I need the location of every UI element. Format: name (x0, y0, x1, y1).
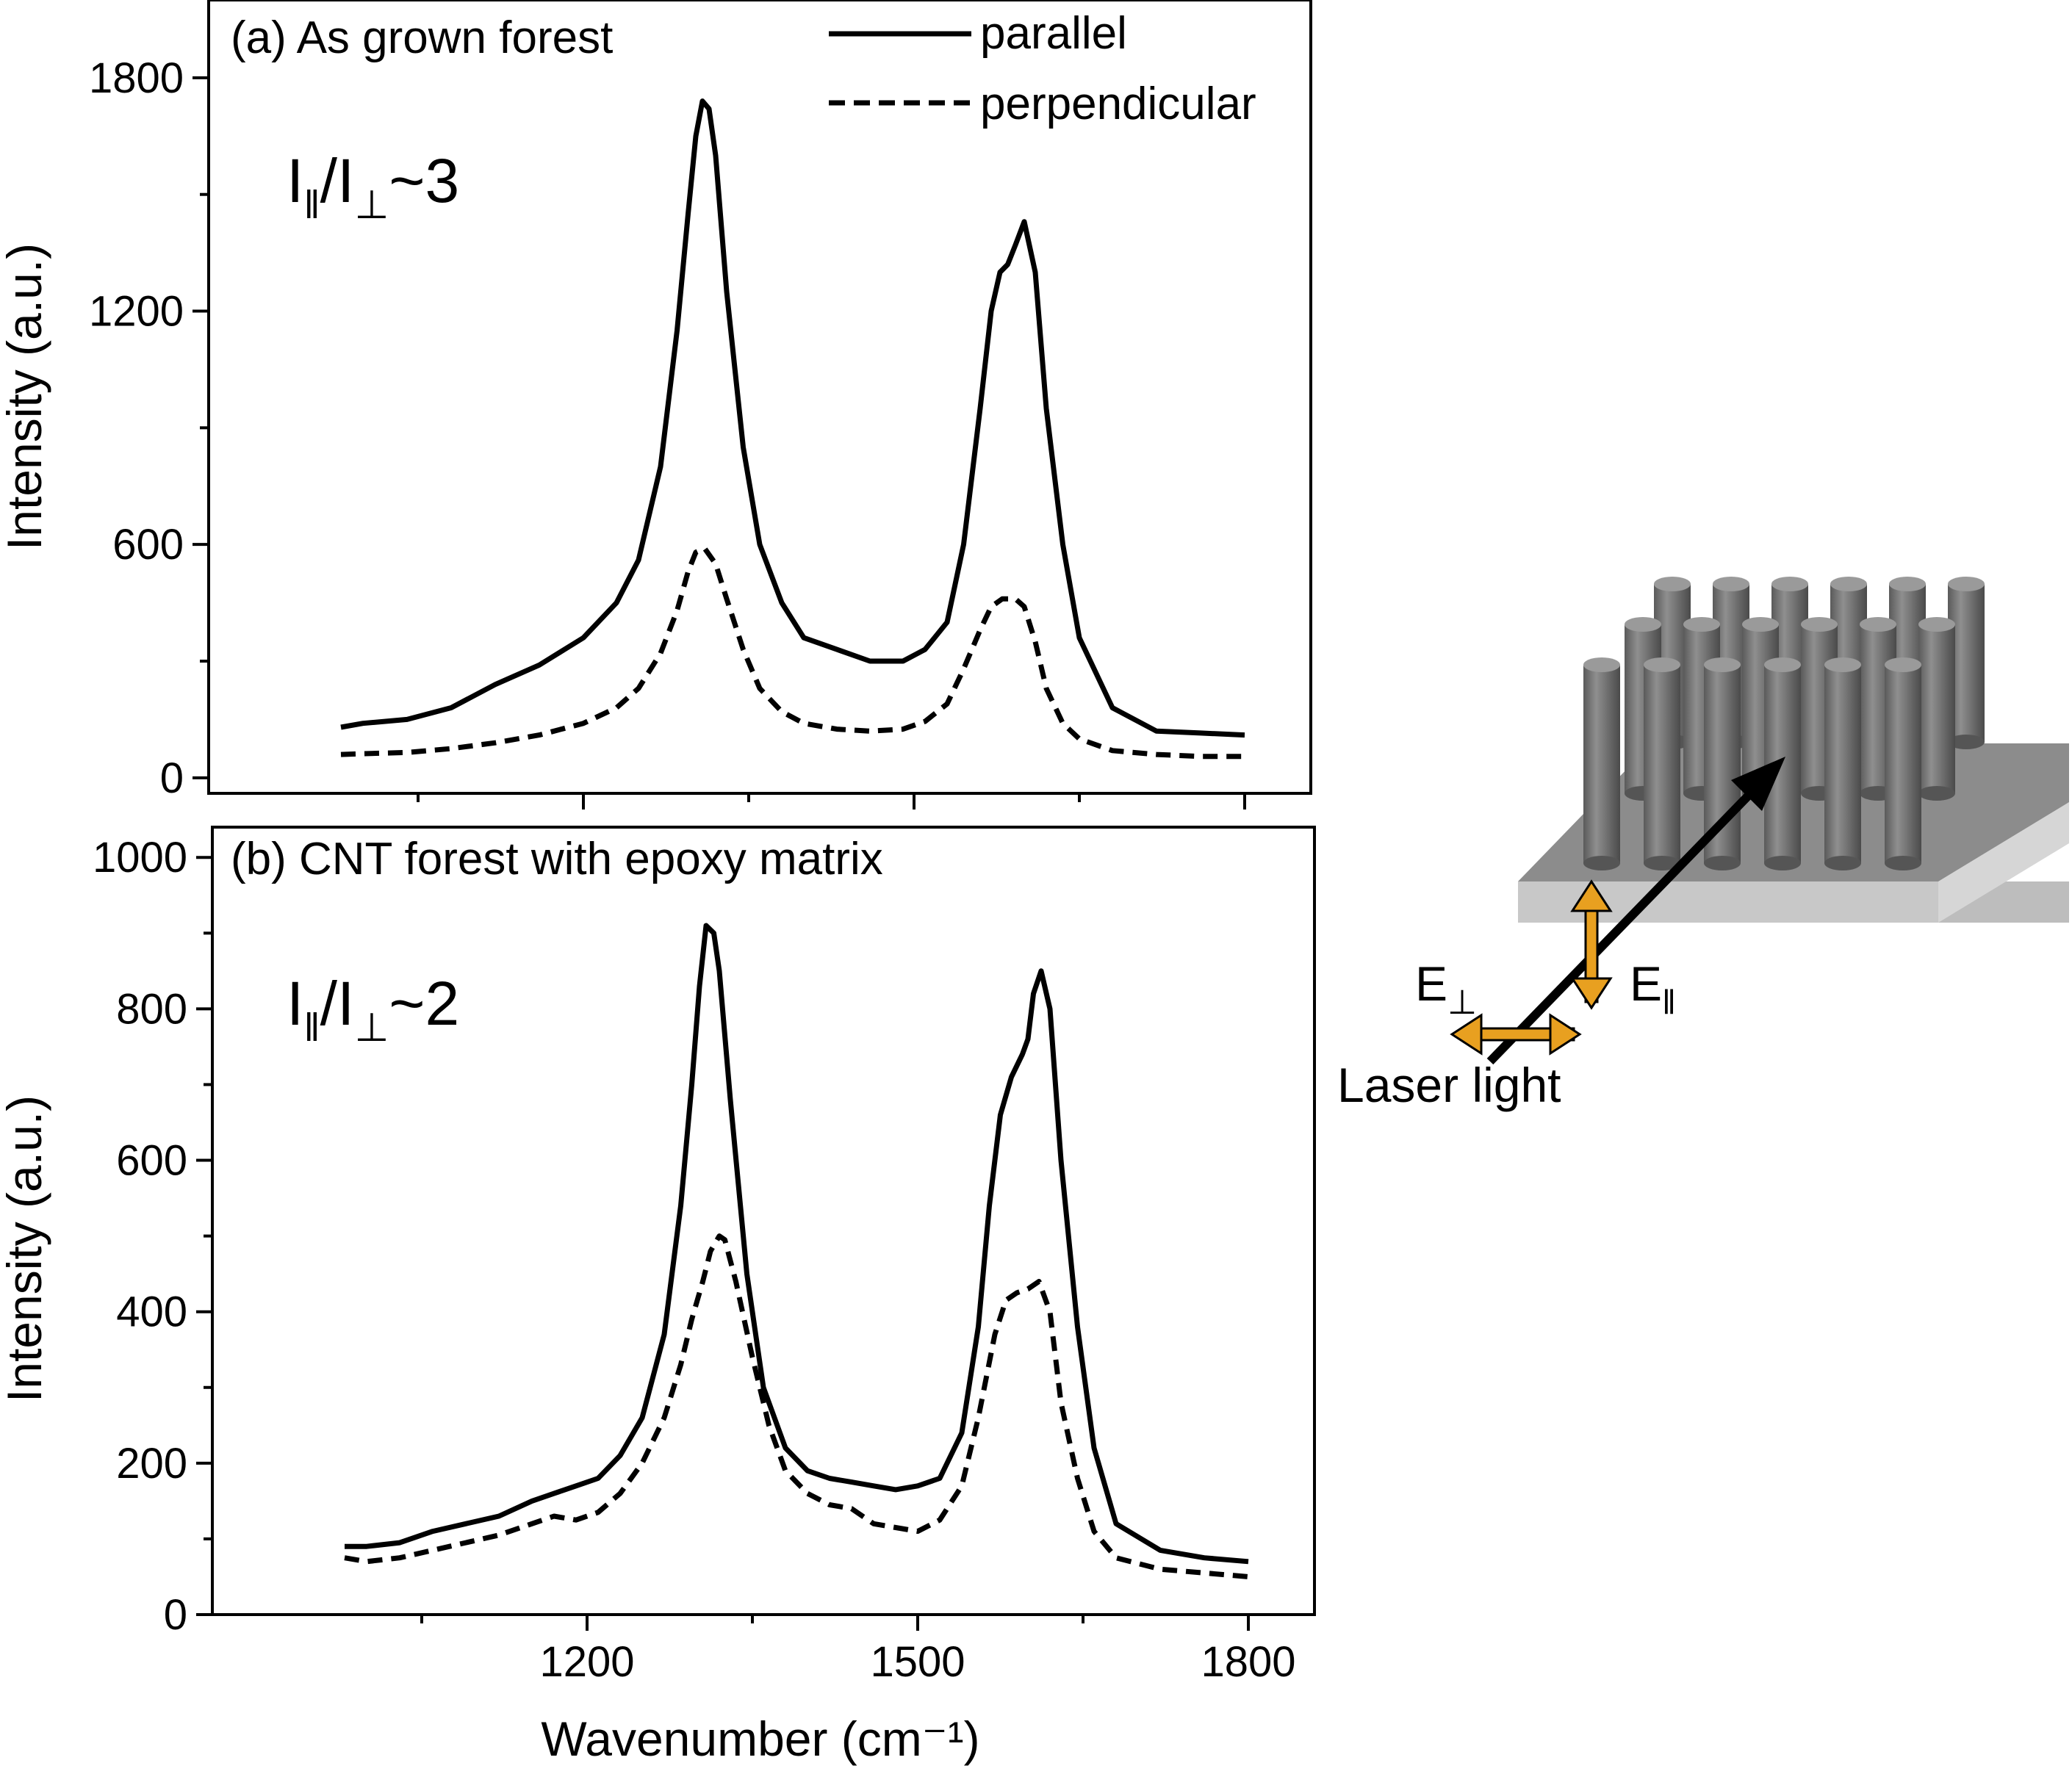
panel-b-xtick-label: 1800 (1201, 1638, 1295, 1686)
e-par-label: E‖ (1630, 956, 1676, 1021)
panel-b-series-parallel (345, 923, 1249, 1565)
cnt-cylinder (1704, 657, 1741, 870)
panel-a-ratio: I‖/I⊥~3 (287, 146, 459, 227)
panel-a-ytick-label: 600 (112, 521, 184, 569)
panel-a-ytick-label: 1800 (89, 54, 184, 102)
panel-a-series-parallel (340, 98, 1245, 738)
panel-b-y-ticks: 0 200 400 600 800 1000 (93, 834, 212, 1639)
laser-arrowhead-icon (1731, 757, 1785, 811)
panel-a-ytick-label: 0 (160, 754, 184, 802)
substrate-edge (1938, 802, 2069, 923)
cnt-cylinder (1644, 657, 1680, 870)
e-perpendicular-arrow-icon (1450, 1013, 1582, 1056)
panel-b-xtick-label: 1500 (870, 1638, 965, 1686)
panel-a-ytick-label: 1200 (89, 288, 184, 336)
cnt-cylinder (1583, 657, 1620, 870)
substrate-front (1518, 881, 1938, 923)
legend-parallel-label: parallel (980, 8, 1127, 59)
panel-b-ytick-label: 400 (116, 1288, 187, 1336)
cnt-cylinder (1918, 617, 1955, 801)
panel-b-frame (211, 826, 1316, 1616)
legend: parallel perpendicular (829, 8, 1256, 129)
panel-a-chart: 0 600 1200 1800 Intensity (a.u.) (a) As gro… (0, 0, 1312, 810)
cnt-array (1583, 577, 1985, 870)
panel-a-series-perpendicular (340, 546, 1245, 760)
panel-b-series (344, 923, 1249, 1579)
panel-b-ytick-label: 600 (116, 1137, 187, 1185)
panel-b-chart: 0 200 400 600 800 1000 1200 1500 1800 Intensity… (0, 826, 1316, 1766)
panel-a-label: (a) As grown forest (231, 12, 613, 63)
x-axis-title: Wavenumber (cm⁻¹) (541, 1712, 979, 1766)
panel-a-frame (207, 0, 1312, 795)
e-perp-label: E⊥ (1415, 956, 1477, 1021)
panel-b-y-axis-title: Intensity (a.u.) (0, 1095, 51, 1402)
panel-a-y-ticks: 0 600 1200 1800 (89, 54, 209, 802)
panel-b-ytick-label: 200 (116, 1440, 187, 1488)
panel-b-series-perpendicular (344, 1233, 1249, 1579)
panel-a-series (340, 98, 1245, 760)
laser-light-label: Laser light (1337, 1058, 1561, 1112)
panel-b-ratio: I‖/I⊥~2 (287, 969, 459, 1050)
panel-b-x-ticks: 1200 1500 1800 (420, 1615, 1296, 1686)
panel-b-ytick-label: 0 (164, 1591, 187, 1639)
panel-b-label: (b) CNT forest with epoxy matrix (231, 834, 883, 884)
panel-b-ytick-label: 1000 (93, 834, 187, 881)
panel-b-ytick-label: 800 (116, 985, 187, 1033)
cnt-forest-schematic: E⊥ E‖ Laser light (1337, 577, 2069, 1112)
panel-b-xtick-label: 1200 (539, 1638, 634, 1686)
e-parallel-arrow-icon (1570, 879, 1613, 1010)
panel-a-y-axis-title: Intensity (a.u.) (0, 243, 51, 550)
legend-perpendicular-label: perpendicular (980, 79, 1256, 129)
cnt-cylinder (1885, 657, 1921, 870)
panel-a-x-ticks (417, 793, 1246, 810)
laser-beam (1486, 776, 1767, 1065)
cnt-cylinder (1824, 657, 1861, 870)
